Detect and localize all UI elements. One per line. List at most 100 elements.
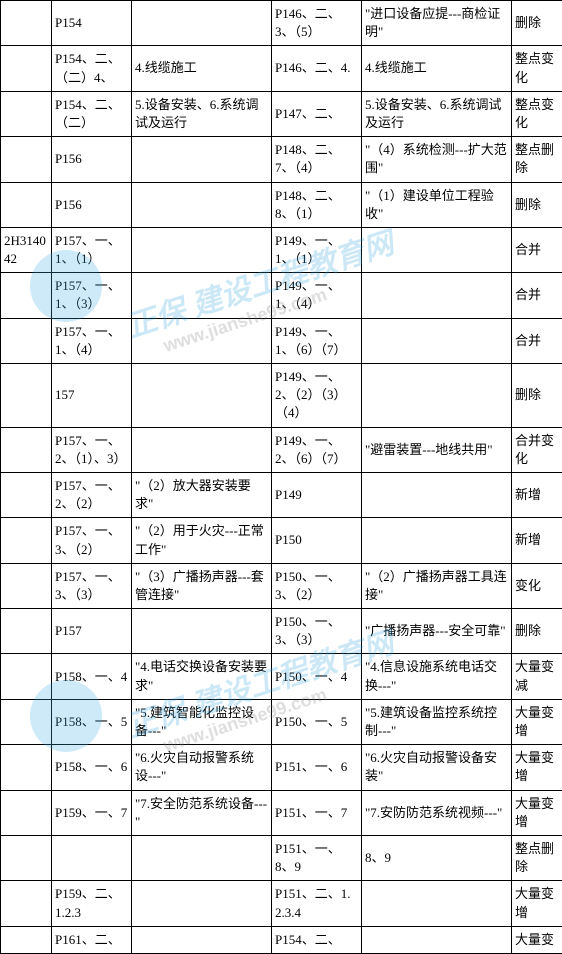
cell-section (1, 609, 52, 654)
cell-ref_new: P149、一、2、（6）（7） (272, 427, 362, 472)
cell-desc_old (132, 926, 272, 953)
cell-section (1, 926, 52, 953)
cell-section (1, 699, 52, 744)
cell-ref_old: P157、一、1、（1） (52, 227, 132, 272)
cell-section: 2H314042 (1, 227, 52, 272)
cell-action: 删除 (512, 1, 562, 46)
cell-desc_new: "避雷装置---地线共用" (362, 427, 512, 472)
cell-ref_new: P150、一、4 (272, 654, 362, 699)
cell-section (1, 563, 52, 608)
cell-desc_new: 5.设备安装、6.系统调试及运行 (362, 91, 512, 136)
cell-section (1, 654, 52, 699)
cell-action: 大量变增 (512, 790, 562, 835)
cell-desc_new (362, 273, 512, 318)
cell-action: 合并 (512, 273, 562, 318)
cell-section (1, 518, 52, 563)
cell-action: 整点删除 (512, 137, 562, 182)
cell-ref_new: P150、一、3、（3） (272, 609, 362, 654)
cell-ref_old: P158、一、4 (52, 654, 132, 699)
table-row: P157P150、一、3、（3）"广播扬声器---安全可靠"删除 (1, 609, 562, 654)
cell-ref_new: P148、二、7、（4） (272, 137, 362, 182)
cell-action: 大量变 (512, 926, 562, 953)
cell-ref_old: P157、一、2、（2） (52, 472, 132, 517)
table-row: P157、一、1、（3）P149、一、1、（4）合并 (1, 273, 562, 318)
cell-desc_old: "6.火灾自动报警系统设---" (132, 745, 272, 790)
table-row: P157、一、3、（2）"（2）用于火灾---正常工作"P150新增 (1, 518, 562, 563)
cell-action: 合并 (512, 318, 562, 363)
cell-desc_new: "（4）系统检测---扩大范围" (362, 137, 512, 182)
cell-ref_new: P151、一、7 (272, 790, 362, 835)
table-row: P156P148、二、7、（4）"（4）系统检测---扩大范围"整点删除 (1, 137, 562, 182)
table-row: 157P149、一、2、（2）（3）（4）删除 (1, 364, 562, 428)
cell-ref_new: P150、一、5 (272, 699, 362, 744)
cell-desc_new: "6.火灾自动报警设备安装" (362, 745, 512, 790)
cell-ref_old: P154、二、（二）4、 (52, 46, 132, 91)
table-row: P157、一、2、（2）"（2）放大器安装要求"P149 新增 (1, 472, 562, 517)
table-row: P157、一、1、（4） P149、一、1、（6）（7） 合并 (1, 318, 562, 363)
cell-ref_new: P149 (272, 472, 362, 517)
cell-desc_new: "5.建筑设备监控系统控制---" (362, 699, 512, 744)
cell-action: 合并 (512, 227, 562, 272)
cell-desc_new (362, 518, 512, 563)
cell-ref_new: P146、二、4. (272, 46, 362, 91)
cell-desc_new: "（2）广播扬声器工具连接" (362, 563, 512, 608)
table-row: P158、一、5"5.建筑智能化监控设备---"P150、一、5"5.建筑设备监… (1, 699, 562, 744)
table-row: P154、二、（二）5.设备安装、6.系统调试及运行P147、二、5.设备安装、… (1, 91, 562, 136)
cell-ref_old (52, 835, 132, 880)
cell-action: 大量变减 (512, 654, 562, 699)
cell-ref_new: P151、一、6 (272, 745, 362, 790)
cell-ref_new: P154、二、 (272, 926, 362, 953)
cell-action: 大量变增 (512, 745, 562, 790)
cell-action: 删除 (512, 182, 562, 227)
cell-ref_new: P151、一、8、9 (272, 835, 362, 880)
cell-desc_old: "5.建筑智能化监控设备---" (132, 699, 272, 744)
table-row: P157、一、2、（1）、3）P149、一、2、（6）（7）"避雷装置---地线… (1, 427, 562, 472)
table-row: P154P146、二、3、（5）"进口设备应提---商检证明"删除 (1, 1, 562, 46)
cell-desc_old: "（2）放大器安装要求" (132, 472, 272, 517)
cell-section (1, 91, 52, 136)
cell-action: 大量变增 (512, 699, 562, 744)
table-row: P156P148、二、8、（1）"（1）建设单位工程验收"删除 (1, 182, 562, 227)
cell-desc_old (132, 273, 272, 318)
cell-section (1, 1, 52, 46)
cell-section (1, 790, 52, 835)
cell-desc_new: 4.线缆施工 (362, 46, 512, 91)
cell-desc_old (132, 227, 272, 272)
cell-ref_old: P161、二、 (52, 926, 132, 953)
cell-desc_old (132, 182, 272, 227)
cell-desc_new: "进口设备应提---商检证明" (362, 1, 512, 46)
cell-section (1, 364, 52, 428)
cell-action: 整点变化 (512, 91, 562, 136)
cell-ref_old: P157、一、3、（2） (52, 518, 132, 563)
table-row: P158、一、6"6.火灾自动报警系统设---"P151、一、6"6.火灾自动报… (1, 745, 562, 790)
cell-action: 新增 (512, 472, 562, 517)
table-row: P158、一、4"4.电话交换设备安装要求"P150、一、4"4.信息设施系统电… (1, 654, 562, 699)
cell-desc_old (132, 137, 272, 182)
cell-desc_old (132, 427, 272, 472)
cell-ref_old: P156 (52, 182, 132, 227)
table-row: P151、一、8、98、9整点删除 (1, 835, 562, 880)
cell-ref_old: P157、一、1、（4） (52, 318, 132, 363)
cell-action: 整点删除 (512, 835, 562, 880)
cell-desc_new: "（1）建设单位工程验收" (362, 182, 512, 227)
cell-section (1, 137, 52, 182)
cell-action: 删除 (512, 364, 562, 428)
cell-section (1, 835, 52, 880)
cell-ref_old: P159、一、7 (52, 790, 132, 835)
cell-desc_new (362, 364, 512, 428)
cell-ref_new: P149、一、1、（6）（7） (272, 318, 362, 363)
cell-ref_new: P150 (272, 518, 362, 563)
cell-desc_old (132, 1, 272, 46)
cell-section (1, 182, 52, 227)
table-row: P161、二、 P154、二、 大量变 (1, 926, 562, 953)
cell-ref_old: P157、一、3、（3） (52, 563, 132, 608)
cell-ref_old: P158、一、5 (52, 699, 132, 744)
cell-ref_old: P154 (52, 1, 132, 46)
cell-desc_old (132, 609, 272, 654)
cell-ref_old: P157 (52, 609, 132, 654)
table-row: P159、一、7"7.安全防范系统设备---"P151、一、7"7.安防防范系统… (1, 790, 562, 835)
comparison-table: P154P146、二、3、（5）"进口设备应提---商检证明"删除P154、二、… (0, 0, 562, 954)
cell-desc_new (362, 926, 512, 953)
cell-ref_old: P154、二、（二） (52, 91, 132, 136)
cell-desc_old: "7.安全防范系统设备---" (132, 790, 272, 835)
